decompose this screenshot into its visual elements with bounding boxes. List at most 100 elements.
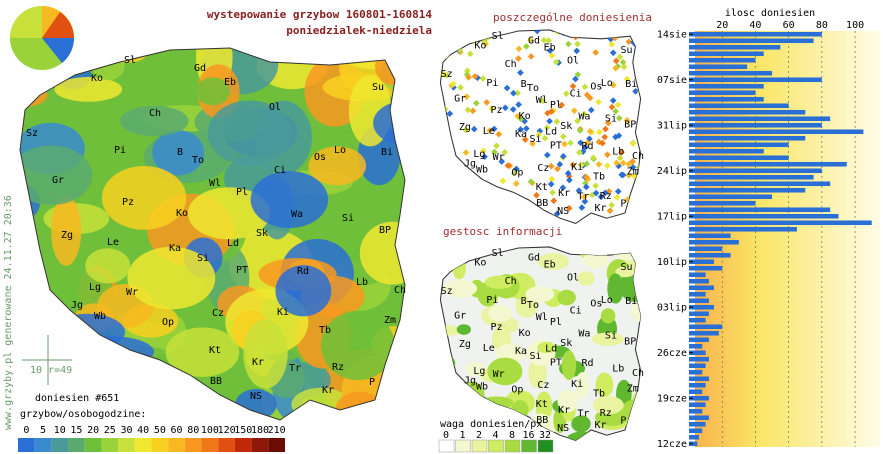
city-label: Gr bbox=[454, 311, 466, 322]
city-label: Bi bbox=[625, 296, 637, 307]
heat-blob bbox=[85, 248, 131, 284]
city-label: Cz bbox=[537, 163, 549, 174]
bar bbox=[689, 239, 739, 245]
city-label: Sz bbox=[26, 128, 38, 139]
city-label: NS bbox=[557, 206, 569, 217]
report-point bbox=[504, 162, 512, 169]
city-label: Tr bbox=[577, 191, 589, 202]
y-tick-label: 03lip bbox=[657, 302, 687, 313]
city-label: Pi bbox=[114, 145, 126, 156]
report-point bbox=[618, 149, 625, 156]
report-point bbox=[603, 222, 610, 224]
x-tick-label: 80 bbox=[816, 20, 828, 31]
city-label: Zm bbox=[384, 315, 396, 326]
bar bbox=[689, 109, 806, 115]
city-label: Wa bbox=[578, 111, 590, 122]
density-legend-label: 1 bbox=[459, 430, 465, 441]
density-blob bbox=[557, 389, 579, 413]
y-tick-label: 14sie bbox=[657, 29, 687, 40]
report-point bbox=[503, 84, 511, 92]
scale-label: 0 bbox=[23, 425, 29, 436]
city-label: Eb bbox=[544, 260, 556, 271]
city-label: P bbox=[369, 377, 375, 388]
bar bbox=[689, 226, 797, 232]
city-label: Rz bbox=[600, 408, 612, 419]
x-tick-label: 60 bbox=[783, 20, 795, 31]
report-point bbox=[472, 194, 480, 202]
city-label: Pl bbox=[550, 317, 562, 328]
bar bbox=[689, 148, 764, 154]
density-legend-title: waga doniesien/px bbox=[440, 419, 542, 430]
city-label: B bbox=[521, 79, 527, 90]
city-label: Ka bbox=[169, 243, 181, 254]
city-label: BB bbox=[210, 376, 222, 387]
bar bbox=[689, 200, 756, 206]
scale-swatch bbox=[51, 438, 69, 452]
heat-blob bbox=[187, 187, 271, 240]
report-point bbox=[541, 134, 549, 142]
density-legend-label: 8 bbox=[509, 430, 515, 441]
scale-label: 50 bbox=[154, 425, 166, 436]
report-point bbox=[635, 202, 641, 210]
scale-swatch bbox=[101, 438, 119, 452]
city-label: BP bbox=[624, 120, 636, 131]
bar bbox=[689, 311, 709, 317]
city-label: Ol bbox=[567, 273, 579, 284]
city-label: Rz bbox=[332, 362, 344, 373]
city-label: Tb bbox=[593, 389, 605, 400]
bar bbox=[689, 31, 822, 37]
city-label: Kt bbox=[536, 182, 548, 193]
city-label: Ld bbox=[227, 238, 239, 249]
density-blob bbox=[575, 372, 590, 399]
density-blob bbox=[502, 318, 519, 333]
city-label: Tb bbox=[319, 325, 331, 336]
report-point bbox=[476, 192, 484, 200]
bar bbox=[689, 441, 698, 447]
city-label: Pl bbox=[550, 100, 562, 111]
city-label: Ki bbox=[571, 162, 583, 173]
city-label: Ol bbox=[269, 102, 281, 113]
city-label: Rd bbox=[582, 358, 594, 369]
report-point bbox=[457, 38, 465, 46]
bar bbox=[689, 304, 714, 310]
scale-label: 150 bbox=[234, 425, 252, 436]
scale-swatch bbox=[201, 438, 219, 452]
city-label: Wb bbox=[476, 381, 488, 392]
bar bbox=[689, 233, 731, 239]
city-label: Ko bbox=[519, 328, 531, 339]
density-blob bbox=[583, 252, 610, 269]
bar bbox=[689, 168, 822, 174]
scale-swatch bbox=[151, 438, 169, 452]
report-point bbox=[446, 204, 453, 211]
y-tick-label: 17lip bbox=[657, 211, 687, 222]
density-swatch bbox=[504, 439, 521, 453]
bar bbox=[689, 337, 709, 343]
report-point bbox=[501, 196, 509, 204]
report-point bbox=[501, 104, 509, 112]
density-blob bbox=[634, 431, 641, 441]
scale-label: 60 bbox=[171, 425, 183, 436]
city-label: Zm bbox=[627, 166, 639, 177]
scale-title: grzybow/osobogodzine: bbox=[20, 409, 146, 420]
city-label: Wl bbox=[536, 312, 548, 323]
city-label: Sz bbox=[441, 286, 453, 297]
city-label: Sl bbox=[492, 248, 504, 259]
heat-blob bbox=[127, 246, 216, 310]
report-point bbox=[592, 189, 600, 197]
city-label: Pi bbox=[486, 78, 498, 89]
heat-blob bbox=[359, 221, 405, 285]
pie-icon bbox=[10, 6, 75, 70]
scale-label: 25 bbox=[104, 425, 116, 436]
city-label: Lg bbox=[473, 366, 485, 377]
city-label: BB bbox=[536, 198, 548, 209]
density-blob bbox=[488, 305, 513, 322]
heat-blob bbox=[373, 100, 405, 146]
city-label: Pi bbox=[486, 295, 498, 306]
report-point bbox=[527, 178, 535, 185]
city-label: PT bbox=[550, 140, 562, 151]
density-blob bbox=[592, 395, 624, 415]
density-blob bbox=[595, 372, 614, 398]
density-blob bbox=[577, 271, 595, 286]
report-point bbox=[442, 138, 449, 145]
city-label: Ch bbox=[394, 285, 406, 296]
